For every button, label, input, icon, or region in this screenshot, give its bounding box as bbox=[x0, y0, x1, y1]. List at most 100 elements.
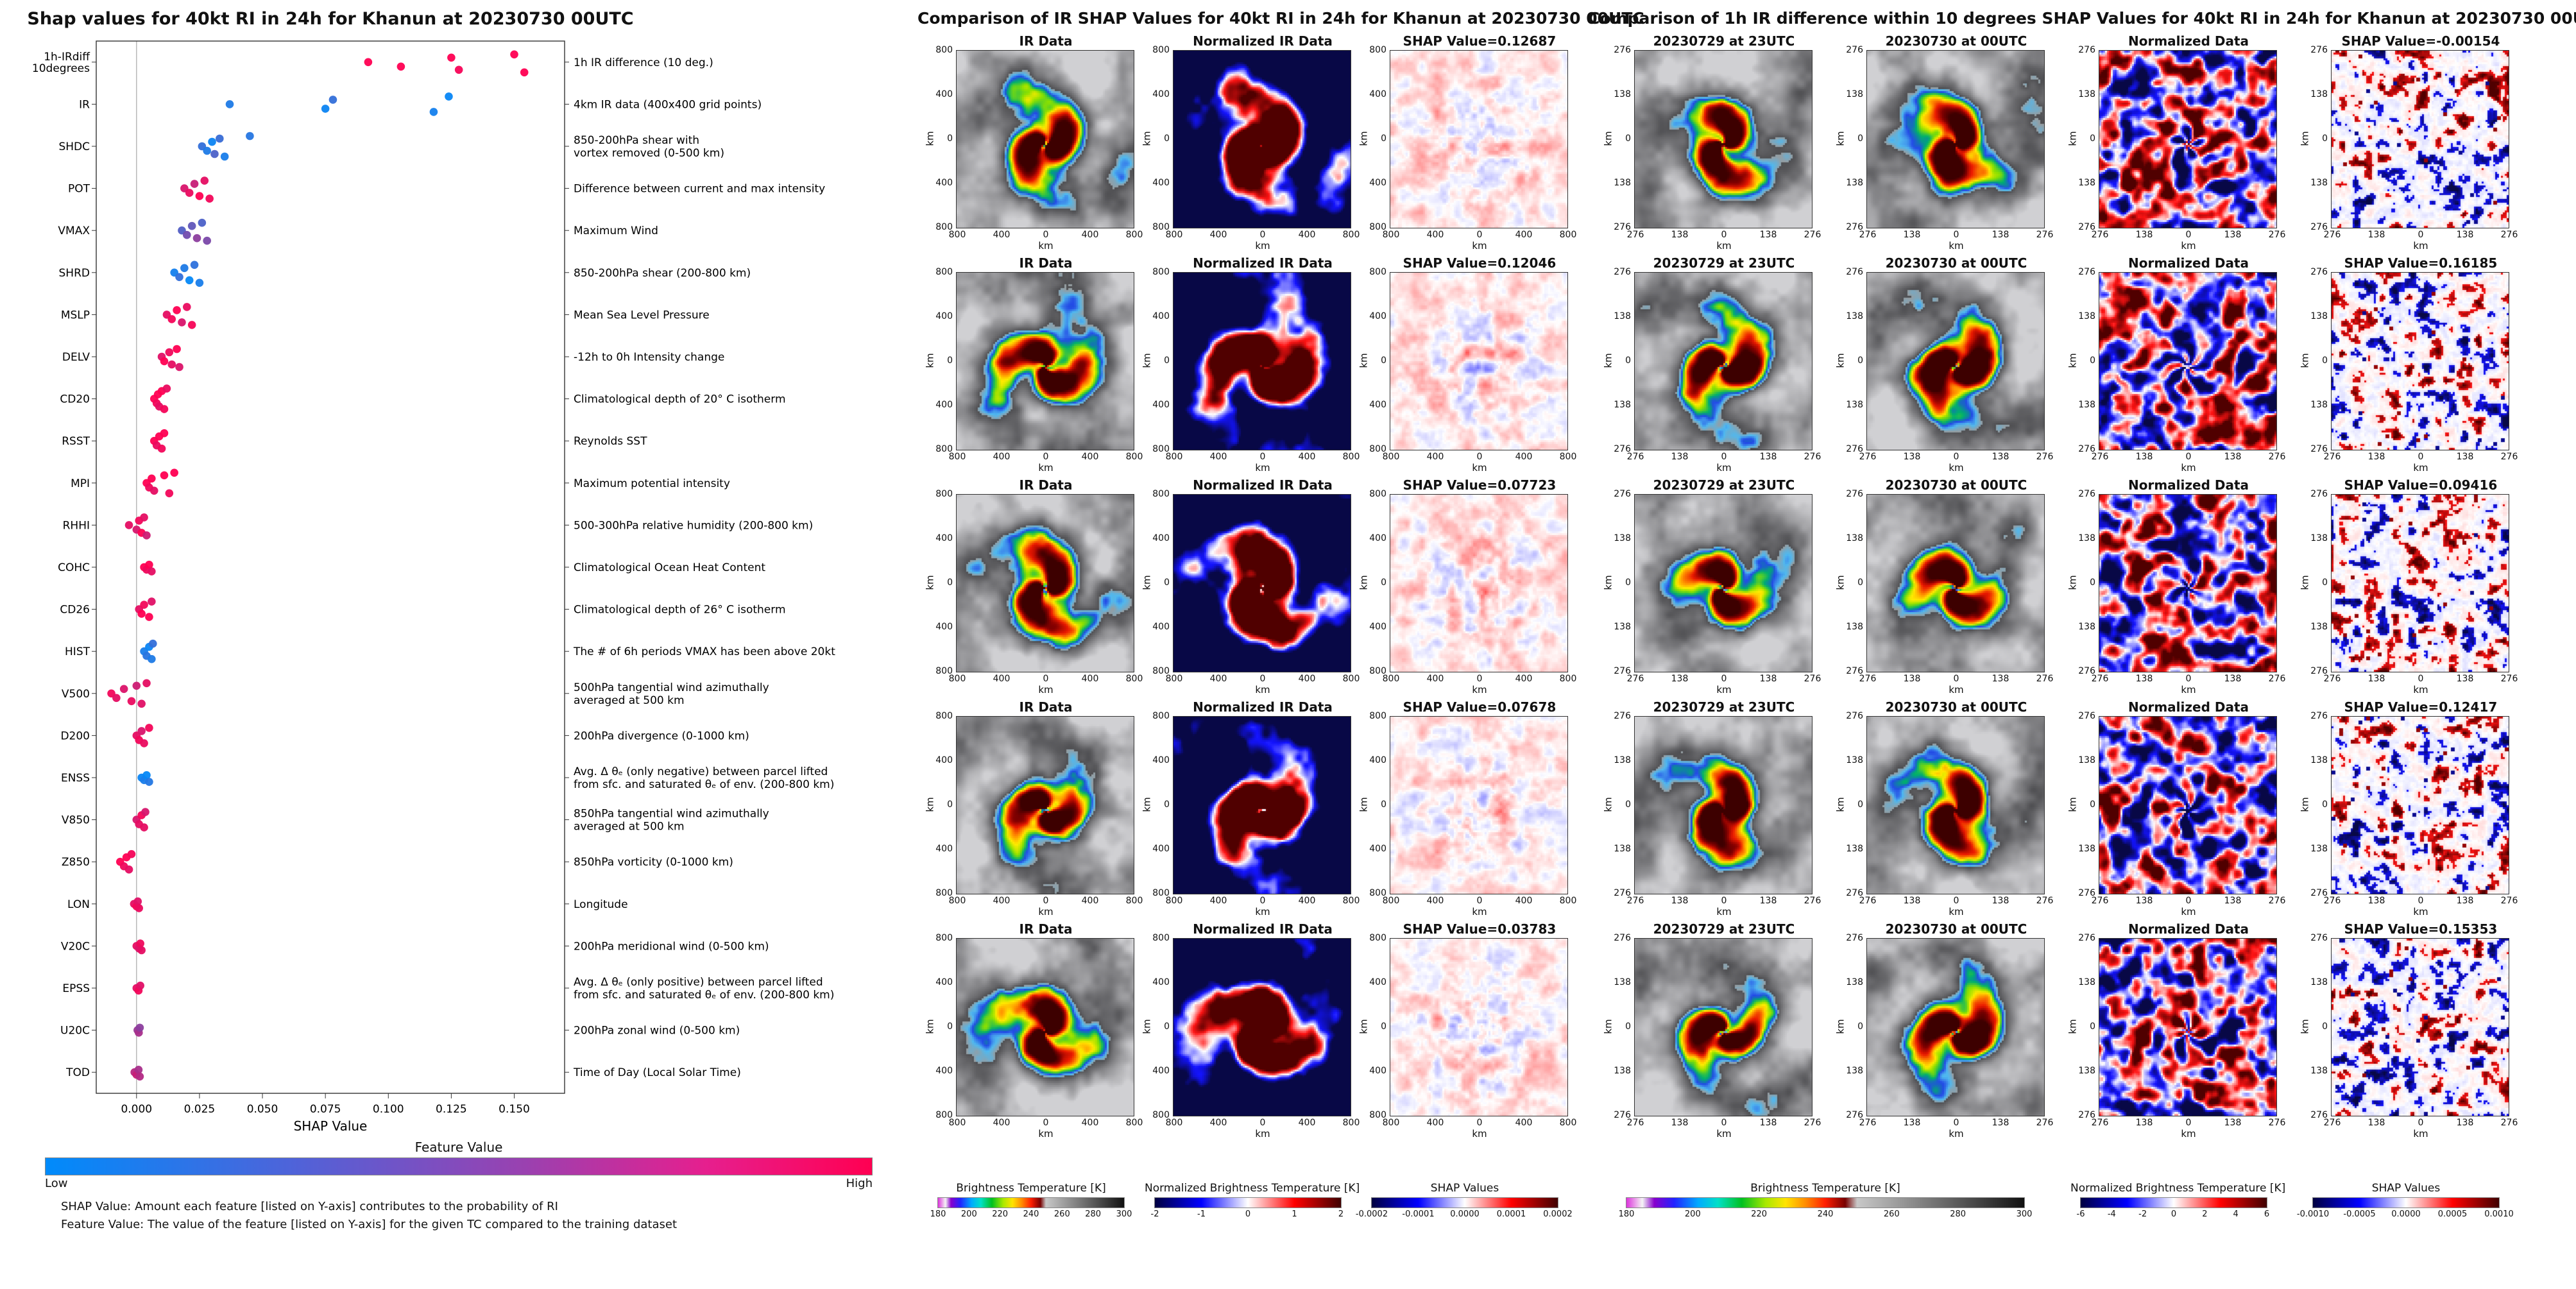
y-tick-label: 800 bbox=[935, 267, 953, 277]
x-tick-label: 400 bbox=[1426, 452, 1444, 462]
x-tick-label: 800 bbox=[1125, 452, 1143, 462]
feature-description: vortex removed (0-500 km) bbox=[574, 147, 724, 160]
normalized-ir-image-canvas bbox=[1173, 939, 1351, 1116]
colorbar-tick-label: 220 bbox=[992, 1209, 1009, 1219]
x-axis-unit: km bbox=[1038, 462, 1053, 474]
y-tick-label: 276 bbox=[2310, 222, 2328, 232]
y-axis: km 800 400 0 400 800 bbox=[1358, 45, 1390, 232]
x-axis-unit: km bbox=[1949, 462, 1964, 474]
y-axis: km 276 138 0 138 276 bbox=[1835, 267, 1866, 454]
x-tick-label: 276 bbox=[2268, 230, 2286, 240]
y-axis: km 276 138 0 138 276 bbox=[1603, 45, 1634, 232]
y-tick-label: 276 bbox=[1614, 933, 1631, 943]
x-tick-label: 138 bbox=[1903, 896, 1921, 906]
y-axis-unit: km bbox=[2067, 131, 2079, 146]
y-tick-label: 800 bbox=[1369, 666, 1386, 676]
image-plot bbox=[1866, 50, 2045, 228]
x-tick-label: 400 bbox=[1515, 896, 1533, 906]
x-tick-label: 276 bbox=[1804, 674, 1821, 684]
image-tile: Normalized Data km 276 138 0 138 276 276 138 0 138… bbox=[2067, 699, 2286, 918]
ir-t1-image-canvas bbox=[1867, 495, 2044, 672]
colorbar-tick-label: 260 bbox=[1883, 1209, 1900, 1219]
x-tick-label: 800 bbox=[1342, 1118, 1360, 1128]
y-tick-label: 800 bbox=[1369, 489, 1386, 499]
colorbar-title: Normalized Brightness Temperature [K] bbox=[2070, 1182, 2286, 1195]
x-axis-unit: km bbox=[2181, 240, 2196, 252]
x-tick-label: 800 bbox=[1165, 230, 1183, 240]
y-tick-label: 276 bbox=[1846, 444, 1863, 454]
normalized-diff-image-canvas bbox=[2099, 51, 2276, 228]
y-tick-label: 276 bbox=[1846, 666, 1863, 676]
x-axis-unit: km bbox=[2413, 906, 2428, 918]
colorbar-tick-label: -0.0005 bbox=[2343, 1209, 2376, 1219]
colorbar: Normalized Brightness Temperature [K] -6-… bbox=[2070, 1182, 2286, 1221]
tile-title: Normalized IR Data bbox=[1193, 33, 1333, 49]
colorbar-gradient bbox=[1626, 1197, 2025, 1208]
y-tick-label: 400 bbox=[935, 1066, 953, 1076]
x-axis-unit: km bbox=[2413, 240, 2428, 252]
y-axis: km 276 138 0 138 276 bbox=[1835, 45, 1866, 232]
y-tick-label: 276 bbox=[2078, 1110, 2095, 1120]
x-tick-label: 0 bbox=[1043, 896, 1049, 906]
y-tick-label: 138 bbox=[1614, 977, 1631, 987]
y-tick-label: 138 bbox=[2078, 844, 2095, 854]
image-tile: 20230729 at 23UTC km 276 138 0 138 276 276 138 0 1… bbox=[1603, 33, 1821, 252]
y-tick-label: 800 bbox=[935, 444, 953, 454]
image-plot bbox=[956, 272, 1134, 450]
x-tick-label: 0 bbox=[2418, 452, 2424, 462]
x-tick-label: 0 bbox=[1953, 230, 1959, 240]
y-tick-label: 276 bbox=[2310, 45, 2328, 55]
image-tile: SHAP Value=0.03783 km 800 400 0 400 800 800 400 0… bbox=[1358, 921, 1577, 1140]
x-tick-label: 400 bbox=[1209, 452, 1227, 462]
y-axis: km 800 400 0 400 800 bbox=[925, 933, 956, 1120]
y-tick-label: 138 bbox=[1614, 755, 1631, 765]
colorbar-gradient bbox=[2312, 1197, 2500, 1208]
x-tick-label: 800 bbox=[1559, 230, 1577, 240]
colorbar: SHAP Values -0.0010 -0.0005 0.0000 0.0005 0.0… bbox=[2297, 1182, 2514, 1221]
x-tick-label: 276 bbox=[1859, 674, 1877, 684]
x-tick-label: 0 bbox=[1953, 452, 1959, 462]
x-tick-label: 138 bbox=[1903, 674, 1921, 684]
x-tick-label: 0 bbox=[1953, 896, 1959, 906]
x-tick-label: 0 bbox=[1259, 674, 1266, 684]
image-plot bbox=[2331, 716, 2509, 894]
x-tick-label: 0 bbox=[1259, 1118, 1266, 1128]
x-tick-label: 400 bbox=[1209, 230, 1227, 240]
colorbar-tick-label: 200 bbox=[1684, 1209, 1701, 1219]
x-tick-label: 138 bbox=[1992, 230, 2009, 240]
beeswarm-svg: 0.000 0.025 0.050 0.075 0.100 0.125 0.150 SHAP … bbox=[32, 40, 835, 1134]
colorbar: Brightness Temperature [K] 180 200 220 240 26… bbox=[928, 1182, 1134, 1221]
x-tick-label: 276 bbox=[2091, 1118, 2109, 1128]
tile-body: km 276 138 0 138 276 bbox=[2299, 489, 2509, 676]
x-tick-label: 800 bbox=[1125, 1118, 1143, 1128]
y-axis-unit: km bbox=[2299, 1019, 2311, 1034]
x-axis-label: SHAP Value bbox=[294, 1118, 368, 1133]
image-plot bbox=[1173, 716, 1351, 894]
colorbar-tick-label: 0.0010 bbox=[2484, 1209, 2514, 1219]
y-tick-label: 0 bbox=[1625, 799, 1631, 810]
y-axis-unit: km bbox=[924, 575, 936, 590]
x-tick-label: 400 bbox=[1298, 896, 1316, 906]
x-axis-unit: km bbox=[1472, 684, 1487, 696]
y-tick-label: 800 bbox=[1152, 888, 1170, 898]
feature-label: V850 bbox=[62, 814, 90, 827]
tile-body: km 800 400 0 400 800 bbox=[1358, 489, 1568, 676]
y-tick-label: 400 bbox=[1152, 977, 1170, 987]
y-tick-label: 276 bbox=[1614, 666, 1631, 676]
x-axis: 276 138 0 138 276 bbox=[1859, 894, 2054, 906]
y-axis: km 276 138 0 138 276 bbox=[1603, 489, 1634, 676]
x-tick-label: 0 bbox=[1259, 230, 1266, 240]
colorbar-tick-label: -1 bbox=[1197, 1209, 1206, 1219]
x-axis-unit: km bbox=[2181, 906, 2196, 918]
feature-description: Avg. Δ θₑ (only negative) between parcel… bbox=[574, 765, 828, 778]
normalized-diff-image-canvas bbox=[2099, 495, 2276, 672]
y-tick-label: 800 bbox=[1369, 711, 1386, 721]
image-plot bbox=[1390, 494, 1568, 672]
x-tick-label: 276 bbox=[1804, 230, 1821, 240]
image-row: 20230729 at 23UTC km 276 138 0 138 276 276 138 0 1… bbox=[1603, 255, 2576, 474]
feature-label: D200 bbox=[60, 730, 90, 742]
x-axis-unit: km bbox=[1255, 684, 1270, 696]
colorbar-tick-label: -6 bbox=[2076, 1209, 2085, 1219]
colorbar-tick-label: 240 bbox=[1023, 1209, 1039, 1219]
feature-description: from sfc. and saturated θₑ of env. (200-… bbox=[574, 989, 834, 1002]
